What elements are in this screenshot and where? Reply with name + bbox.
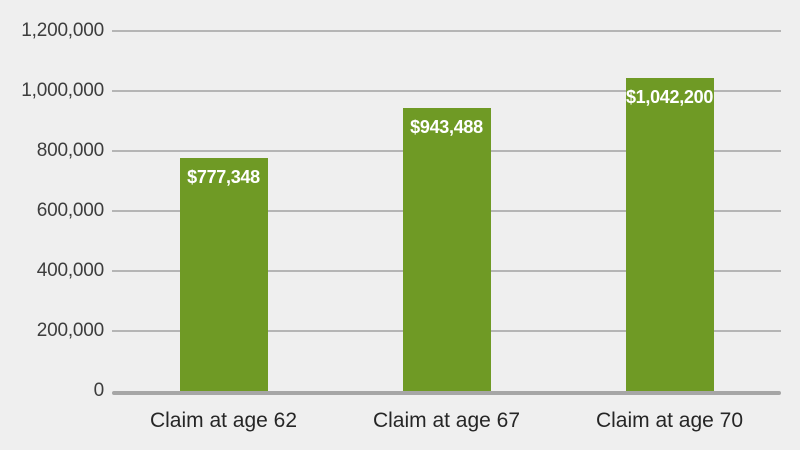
y-tick-label-400000: 400,000 xyxy=(36,260,104,281)
bar-claim-at-age-67: $943,488 xyxy=(402,107,491,391)
x-axis-line xyxy=(112,391,781,395)
y-tick-label-1200000: 1,200,000 xyxy=(21,20,104,41)
x-category-label-claim-at-age-70: Claim at age 70 xyxy=(595,409,744,432)
y-tick-label-1000000: 1,000,000 xyxy=(21,80,104,101)
bar-value-label: $777,348 xyxy=(187,166,260,187)
x-category-label-claim-at-age-67: Claim at age 67 xyxy=(372,409,521,432)
bar-claim-at-age-62: $777,348 xyxy=(179,157,268,391)
y-tick-label-0: 0 xyxy=(93,380,105,401)
gridline-1000000 xyxy=(112,90,781,92)
x-category-label-claim-at-age-62: Claim at age 62 xyxy=(149,409,298,432)
y-tick-label-800000: 800,000 xyxy=(36,140,104,161)
y-tick-label-200000: 200,000 xyxy=(36,320,104,341)
bar-value-label: $943,488 xyxy=(410,116,483,137)
y-tick-label-600000: 600,000 xyxy=(36,200,104,221)
bar-claim-at-age-70: $1,042,200 xyxy=(625,78,714,391)
gridline-1200000 xyxy=(112,30,781,32)
bar-value-label: $1,042,200 xyxy=(625,87,714,108)
